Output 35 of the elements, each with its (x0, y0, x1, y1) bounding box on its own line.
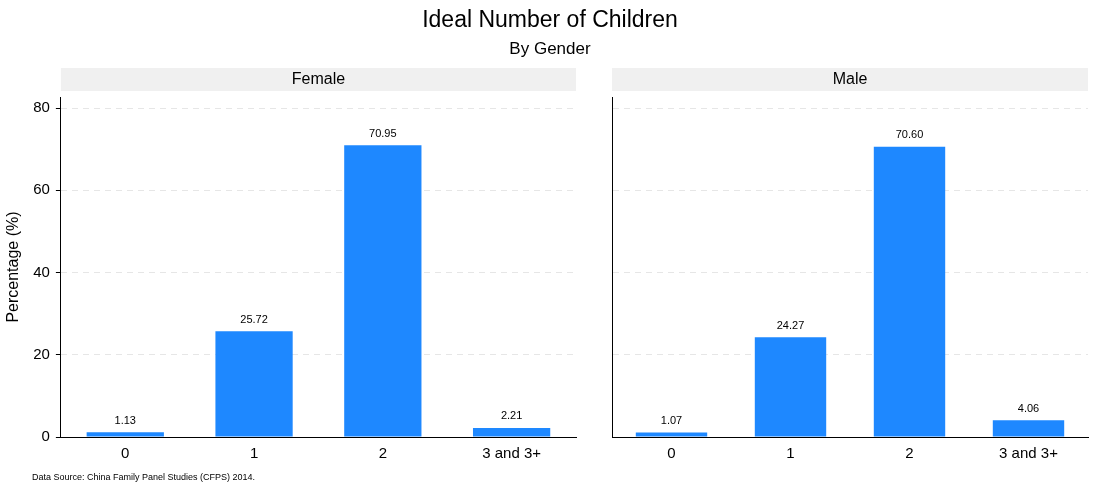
y-axis-title: Percentage (%) (4, 211, 22, 323)
data-label: 24.27 (776, 318, 805, 331)
y-tick-label: 0 (41, 427, 50, 445)
x-tick-label: 3 and 3+ (999, 444, 1059, 462)
x-tick-label: 0 (667, 444, 676, 462)
bar (86, 432, 164, 437)
bar (215, 331, 293, 437)
data-label: 25.72 (240, 312, 268, 325)
x-tick-label: 3 and 3+ (482, 444, 542, 462)
bar (992, 420, 1065, 437)
bar (635, 432, 708, 437)
x-tick-label: 1 (249, 444, 259, 462)
bar (472, 427, 551, 437)
text: By Gender (508, 39, 592, 59)
y-tick-label: 40 (33, 262, 50, 280)
x-tick-label: 2 (378, 444, 387, 462)
data-label: 2.21 (500, 409, 523, 422)
bar (344, 145, 422, 437)
y-tick-label: 60 (33, 180, 50, 198)
data-label: 1.07 (660, 414, 683, 427)
data-label: 70.95 (369, 126, 397, 139)
chart-title: Male (832, 70, 868, 88)
y-tick-label: 80 (33, 98, 50, 116)
x-tick-label: 0 (121, 444, 130, 462)
x-tick-label: 2 (905, 444, 914, 462)
bar (754, 337, 827, 437)
data-label: 1.13 (114, 413, 136, 426)
data-label: 4.06 (1017, 401, 1040, 414)
data-label: 70.60 (895, 128, 924, 141)
y-tick-label: 20 (33, 344, 50, 362)
bar (873, 146, 946, 437)
chart-title: Female (291, 70, 346, 88)
text: Ideal Number of Children (421, 6, 679, 33)
x-tick-label: 1 (786, 444, 795, 462)
source-note: Data Source: China Family Panel Studies (CFPS) 2014. (32, 472, 256, 482)
